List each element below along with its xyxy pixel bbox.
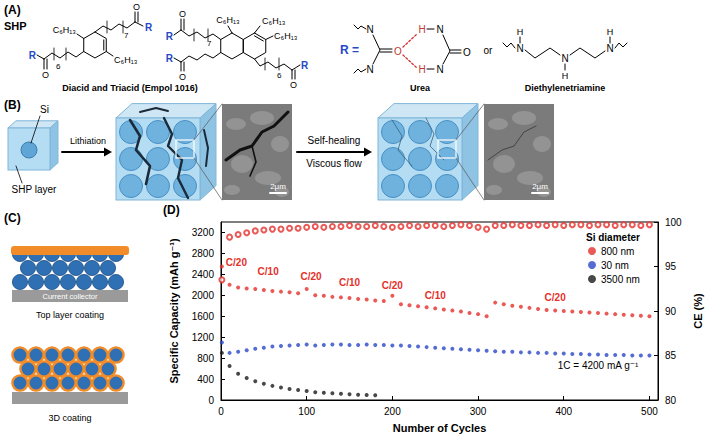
svg-text:C₆H₁₃: C₆H₁₃	[114, 55, 138, 65]
svg-text:Self-healing: Self-healing	[308, 135, 361, 146]
svg-text:C/10: C/10	[425, 290, 447, 301]
svg-text:SHP: SHP	[4, 20, 27, 32]
svg-text:400: 400	[555, 406, 572, 417]
svg-text:R: R	[29, 50, 37, 61]
svg-text:100: 100	[665, 217, 682, 228]
svg-text:2400: 2400	[192, 269, 215, 280]
svg-text:1C = 4200 mA g⁻¹: 1C = 4200 mA g⁻¹	[558, 360, 639, 371]
svg-text:C/20: C/20	[300, 271, 322, 282]
svg-text:Diacid and Triacid (Empol 1016: Diacid and Triacid (Empol 1016)	[62, 83, 198, 93]
svg-text:3D coating: 3D coating	[48, 413, 91, 423]
svg-text:400: 400	[197, 374, 214, 385]
svg-text:800 nm: 800 nm	[601, 246, 634, 257]
svg-text:C/20: C/20	[382, 280, 404, 291]
svg-text:100: 100	[298, 406, 315, 417]
svg-text:C₆H₁₃: C₆H₁₃	[53, 25, 77, 35]
svg-text:(B): (B)	[4, 98, 21, 112]
svg-text:6: 6	[277, 71, 282, 80]
svg-text:800: 800	[197, 353, 214, 364]
svg-text:C₆H₁₃: C₆H₁₃	[216, 15, 240, 25]
svg-text:2μm: 2μm	[270, 182, 286, 191]
svg-text:R: R	[145, 22, 153, 33]
svg-text:or: or	[484, 45, 494, 56]
svg-text:C₆H₁₃: C₆H₁₃	[262, 16, 286, 26]
svg-text:N: N	[436, 24, 443, 35]
svg-text:6: 6	[56, 62, 61, 71]
svg-text:30 nm: 30 nm	[601, 260, 629, 271]
svg-text:N: N	[366, 64, 373, 75]
svg-text:R =: R =	[340, 43, 359, 57]
svg-text:Top layer coating: Top layer coating	[36, 310, 104, 320]
svg-text:Diethylenetriamine: Diethylenetriamine	[525, 83, 606, 93]
svg-text:O: O	[394, 46, 402, 57]
svg-text:O: O	[133, 2, 140, 12]
svg-text:C/10: C/10	[258, 266, 280, 277]
svg-text:2000: 2000	[192, 290, 215, 301]
svg-text:1600: 1600	[192, 311, 215, 322]
svg-text:3500 nm: 3500 nm	[601, 274, 640, 285]
svg-text:0: 0	[218, 406, 224, 417]
svg-text:R: R	[301, 60, 309, 71]
svg-text:C/20: C/20	[226, 257, 248, 268]
svg-text:300: 300	[470, 406, 487, 417]
svg-text:O: O	[42, 70, 49, 80]
svg-text:N: N	[561, 53, 568, 64]
svg-text:Specific Capacity (mAh g⁻¹): Specific Capacity (mAh g⁻¹)	[168, 238, 180, 384]
svg-text:2800: 2800	[192, 248, 215, 259]
svg-text:R: R	[166, 53, 174, 64]
svg-text:Lithiation: Lithiation	[70, 136, 106, 146]
svg-text:0: 0	[208, 395, 214, 406]
svg-text:H: H	[418, 64, 425, 75]
svg-text:7: 7	[124, 31, 129, 40]
svg-text:3200: 3200	[192, 227, 215, 238]
svg-text:H: H	[607, 27, 614, 37]
svg-text:O: O	[179, 9, 186, 19]
svg-text:O: O	[290, 80, 297, 90]
svg-text:H: H	[517, 27, 524, 37]
svg-text:N: N	[366, 24, 373, 35]
svg-text:C/20: C/20	[545, 292, 567, 303]
svg-text:Current collector: Current collector	[42, 292, 98, 301]
svg-text:85: 85	[665, 350, 677, 361]
svg-text:1200: 1200	[192, 332, 215, 343]
svg-text:C/10: C/10	[339, 277, 361, 288]
svg-text:Urea: Urea	[410, 83, 431, 93]
svg-text:Si: Si	[40, 104, 49, 115]
svg-text:90: 90	[665, 306, 677, 317]
svg-text:R: R	[166, 31, 174, 42]
svg-text:500: 500	[641, 406, 658, 417]
svg-text:N: N	[606, 43, 613, 54]
svg-text:C₆H₁₃: C₆H₁₃	[274, 31, 298, 41]
svg-text:80: 80	[665, 395, 677, 406]
svg-text:200: 200	[384, 406, 401, 417]
svg-text:H: H	[562, 71, 569, 81]
svg-text:N: N	[516, 43, 523, 54]
svg-text:95: 95	[665, 261, 677, 272]
svg-text:CE (%): CE (%)	[692, 293, 704, 329]
svg-text:N: N	[436, 64, 443, 75]
svg-text:H: H	[418, 24, 425, 35]
svg-text:O: O	[179, 72, 186, 82]
svg-text:7: 7	[207, 39, 212, 48]
svg-text:(A): (A)	[4, 3, 21, 17]
svg-text:Viscous flow: Viscous flow	[306, 158, 362, 169]
svg-text:Si diameter: Si diameter	[586, 232, 640, 243]
svg-text:Number of Cycles: Number of Cycles	[393, 422, 487, 434]
svg-text:(D): (D)	[163, 203, 180, 217]
svg-text:(C): (C)	[4, 211, 21, 225]
svg-text:O: O	[463, 47, 471, 58]
svg-text:SHP layer: SHP layer	[12, 184, 58, 195]
svg-text:2μm: 2μm	[532, 182, 548, 191]
